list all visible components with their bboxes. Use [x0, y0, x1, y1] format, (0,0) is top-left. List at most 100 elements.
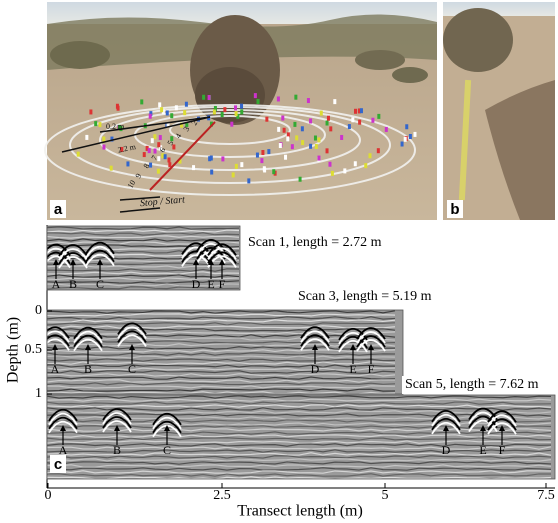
y-axis-label: Depth (m) — [5, 317, 22, 383]
hyperbola — [102, 420, 132, 433]
flag — [317, 155, 321, 161]
photo-annotation: 2 — [190, 119, 200, 127]
reflection-band — [47, 316, 396, 320]
flag — [76, 151, 80, 157]
reflection-band — [47, 367, 396, 371]
reflection-band — [47, 404, 552, 408]
hyperbola — [73, 330, 103, 344]
panel-label: c — [54, 456, 62, 473]
photo-annotation: 4 — [174, 132, 184, 140]
hyperbola — [48, 412, 78, 426]
flag — [161, 109, 165, 115]
flag — [255, 152, 259, 158]
flag — [325, 120, 329, 126]
reflection-band — [47, 440, 552, 444]
hyperbola — [85, 253, 115, 267]
hyperbola — [207, 251, 237, 264]
flag — [183, 110, 187, 116]
reflection-band — [47, 313, 396, 317]
radargram-border — [46, 394, 556, 480]
reflection-band — [47, 355, 396, 359]
flag — [333, 99, 337, 105]
reflection-band — [47, 395, 552, 399]
flag — [220, 112, 224, 118]
hyperbola — [102, 408, 132, 421]
reflection-band — [47, 343, 396, 347]
photo-a — [44, 2, 437, 220]
y-tick-label: 0.5 — [25, 342, 43, 357]
flag — [102, 144, 106, 150]
reflection-band — [47, 385, 396, 389]
x-tick-label: 7.5 — [537, 488, 555, 503]
reflection-band — [47, 401, 552, 405]
reflection-band — [47, 274, 240, 278]
reflection-band — [47, 419, 552, 423]
hyperbola — [73, 334, 103, 348]
flag — [377, 113, 381, 119]
reflection-band — [47, 268, 240, 272]
reflection-band — [47, 373, 396, 377]
hyperbola — [181, 242, 211, 255]
hyperbola — [207, 247, 237, 260]
flag — [174, 105, 178, 111]
hyperbola — [468, 411, 498, 425]
flag — [234, 163, 238, 169]
flag — [192, 165, 196, 171]
reflection-band — [47, 328, 396, 332]
flag — [265, 116, 269, 122]
hyperbola — [47, 338, 70, 351]
reflection-band — [47, 325, 396, 329]
photo-annotation: 7 — [150, 154, 160, 162]
flag — [166, 122, 170, 128]
reflection-band — [47, 470, 552, 474]
reflection-band — [47, 340, 396, 344]
flag — [293, 121, 297, 127]
hyperbola — [431, 417, 461, 431]
marker-label: F — [219, 277, 226, 291]
reflection-band — [47, 283, 240, 287]
flag — [282, 127, 286, 133]
flag — [153, 134, 157, 140]
flag — [313, 135, 317, 141]
flag — [149, 162, 153, 168]
photo-annotation: 8 — [142, 162, 152, 170]
hyperbola — [468, 407, 498, 421]
scan-title: Scan 5, length = 7.62 m — [405, 377, 539, 392]
marker-arrowhead — [193, 259, 199, 265]
flag — [153, 148, 157, 154]
marker-label: C — [163, 443, 171, 457]
marker-label: F — [368, 362, 375, 376]
marker-arrowhead — [164, 425, 170, 431]
hyperbola — [47, 243, 71, 257]
reflection-band — [47, 434, 552, 438]
marker-arrowhead — [350, 344, 356, 350]
reflection-band — [47, 286, 240, 290]
flag — [170, 113, 174, 119]
reflection-band — [47, 452, 552, 456]
hyperbola — [85, 241, 115, 255]
x-axis-label: Transect length (m) — [237, 503, 363, 520]
flag — [364, 163, 368, 169]
hyperbola — [356, 331, 386, 344]
marker-arrowhead — [97, 259, 103, 265]
panel-label-box — [50, 200, 66, 218]
photo-b — [443, 2, 555, 220]
flag — [326, 115, 330, 121]
hyperbola — [487, 410, 517, 423]
reflection-band — [47, 226, 240, 230]
flag — [223, 107, 227, 113]
hyperbola — [47, 247, 71, 261]
flag — [145, 145, 149, 151]
marker-arrowhead — [114, 425, 120, 431]
hyperbola — [47, 326, 70, 339]
radargram-border — [46, 309, 404, 395]
reflection-band — [47, 410, 552, 414]
flag — [353, 161, 357, 167]
flag — [347, 124, 351, 130]
reflection-band — [47, 361, 396, 365]
flag — [110, 136, 114, 142]
flag — [156, 168, 160, 174]
flag — [358, 119, 362, 125]
flag — [147, 148, 151, 154]
hyperbola — [338, 327, 368, 341]
